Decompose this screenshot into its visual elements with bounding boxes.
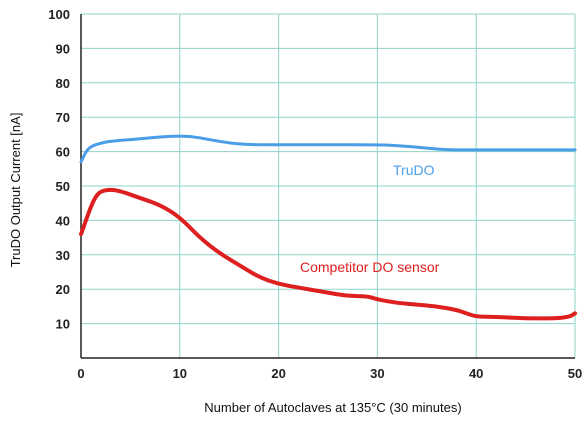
x-axis-title: Number of Autoclaves at 135°C (30 minute…: [204, 400, 461, 415]
y-axis-title: TruDO Output Current [nA]: [8, 113, 23, 268]
y-tick-label-40: 40: [56, 213, 70, 228]
x-tick-label-40: 40: [469, 366, 483, 381]
series-line-trudo: [79, 134, 577, 164]
series-label-competitor: Competitor DO sensor: [300, 259, 440, 275]
y-tick-label-20: 20: [56, 282, 70, 297]
x-tick-label-50: 50: [568, 366, 582, 381]
y-tick-label-90: 90: [56, 41, 70, 56]
x-tick-label-0: 0: [77, 366, 84, 381]
y-tick-label-80: 80: [56, 76, 70, 91]
x-tick-label-10: 10: [173, 366, 187, 381]
tick-labels: 10 20 30 40 50 60 70 80 90 100 0 10 20 30 40 50: [48, 7, 582, 381]
series-lines: [79, 134, 577, 321]
series-line-competitor: [79, 187, 577, 321]
y-tick-label-60: 60: [56, 145, 70, 160]
y-tick-label-10: 10: [56, 317, 70, 332]
axes: [80, 14, 575, 359]
y-tick-label-30: 30: [56, 248, 70, 263]
grid: [81, 13, 576, 359]
y-tick-label-70: 70: [56, 110, 70, 125]
y-tick-label-100: 100: [48, 7, 70, 22]
series-label-trudo: TruDO: [393, 162, 435, 178]
x-tick-label-20: 20: [271, 366, 285, 381]
x-tick-label-30: 30: [370, 366, 384, 381]
y-tick-label-50: 50: [56, 179, 70, 194]
